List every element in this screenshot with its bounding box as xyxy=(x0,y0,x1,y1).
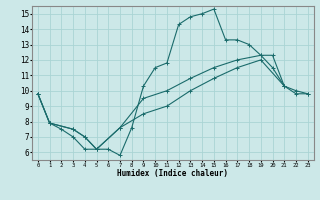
X-axis label: Humidex (Indice chaleur): Humidex (Indice chaleur) xyxy=(117,169,228,178)
